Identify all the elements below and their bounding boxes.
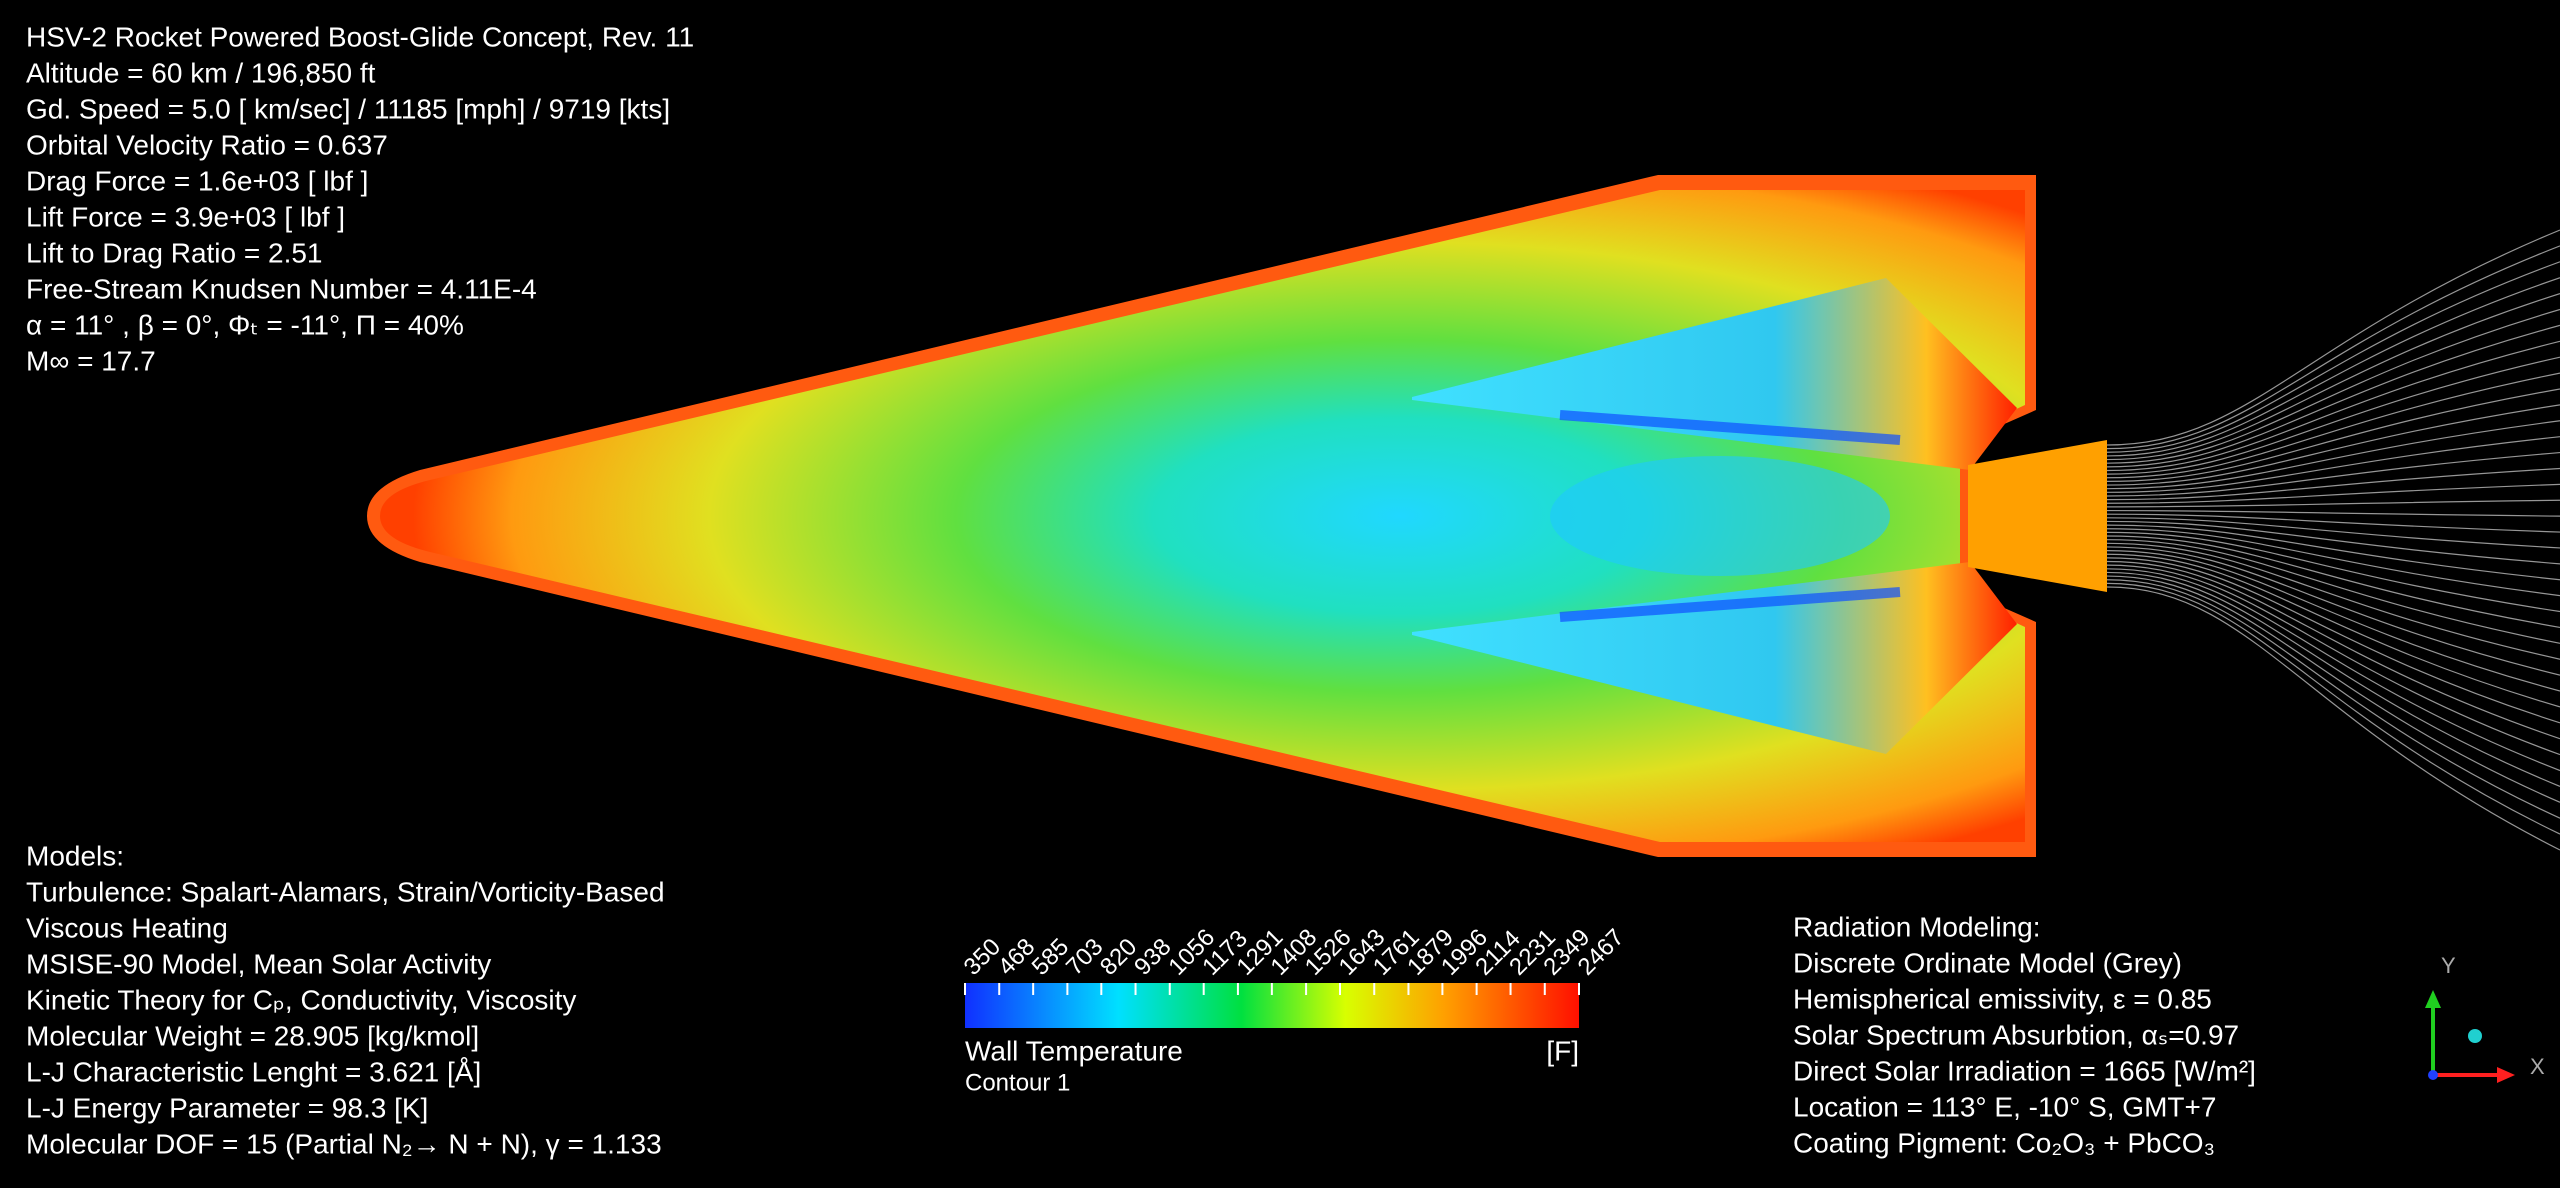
streamline xyxy=(2106,509,2560,517)
streamline xyxy=(2106,582,2560,835)
streamline xyxy=(2106,404,2560,486)
models-line: Kinetic Theory for Cₚ, Conductivity, Vis… xyxy=(26,984,576,1015)
streamline xyxy=(2106,539,2560,644)
radiation-line: Coating Pigment: Co₂O₃ + PbCO₃ xyxy=(1793,1127,2215,1158)
colorbar-subtitle: Contour 1 xyxy=(965,1069,1070,1096)
streamline xyxy=(2106,261,2560,453)
radiation-line: Radiation Modeling: xyxy=(1793,911,2041,942)
header-line: Orbital Velocity Ratio = 0.637 xyxy=(26,129,388,160)
models-line: L-J Characteristic Lenght = 3.621 [Å] xyxy=(26,1056,481,1087)
streamline xyxy=(2106,517,2560,549)
streamline xyxy=(2106,308,2560,464)
y-arrow-head xyxy=(2425,990,2441,1008)
streamline xyxy=(2106,293,2560,461)
streamline xyxy=(2106,528,2560,597)
radiation-line: Location = 113° E, -10° S, GMT+7 xyxy=(1793,1091,2216,1122)
radiation-line: Discrete Ordinate Model (Grey) xyxy=(1793,947,2182,978)
triad-marker xyxy=(2468,1029,2482,1043)
models-line: Molecular Weight = 28.905 [kg/kmol] xyxy=(26,1020,479,1051)
header-line: Free-Stream Knudsen Number = 4.11E-4 xyxy=(26,273,537,304)
streamline xyxy=(2106,542,2560,660)
streamline xyxy=(2106,564,2560,756)
models-line: Turbulence: Spalart-Alamars, Strain/Vort… xyxy=(26,876,665,907)
vehicle xyxy=(367,175,2107,857)
streamline xyxy=(2106,557,2560,724)
colorbar-unit: [F] xyxy=(1546,1035,1579,1066)
streamline xyxy=(2106,553,2560,708)
streamline xyxy=(2106,499,2560,508)
streamline xyxy=(2106,277,2560,457)
colorbar-title: Wall Temperature xyxy=(965,1035,1183,1066)
streamline xyxy=(2106,579,2560,819)
streamline xyxy=(2106,524,2560,581)
models-line: Models: xyxy=(26,840,124,871)
streamline xyxy=(2106,535,2560,629)
streamline xyxy=(2106,420,2560,490)
streamline xyxy=(2106,546,2560,676)
radiation-line: Solar Spectrum Absurbtion, αₛ=0.97 xyxy=(1793,1019,2239,1050)
streamline xyxy=(2106,513,2560,533)
streamline xyxy=(2106,560,2560,740)
header-line: M∞ = 17.7 xyxy=(26,345,156,376)
radiation-line: Direct Solar Irradiation = 1665 [W/m²] xyxy=(1793,1055,2256,1086)
streamline xyxy=(2106,520,2560,565)
streamline xyxy=(2106,531,2560,613)
streamline xyxy=(2106,575,2560,803)
radiation-line: Hemispherical emissivity, ε = 0.85 xyxy=(1793,983,2212,1014)
streamlines xyxy=(2106,229,2560,851)
header-line: Lift to Drag Ratio = 2.51 xyxy=(26,237,323,268)
models-line: Viscous Heating xyxy=(26,912,228,943)
models-line: MSISE-90 Model, Mean Solar Activity xyxy=(26,948,491,979)
header-line: Lift Force = 3.9e+03 [ lbf ] xyxy=(26,201,345,232)
y-axis-label: Y xyxy=(2441,953,2456,978)
streamline xyxy=(2106,467,2560,501)
streamline xyxy=(2106,483,2560,504)
streamline xyxy=(2106,568,2560,772)
streamline xyxy=(2106,245,2560,450)
header-line: Gd. Speed = 5.0 [ km/sec] / 11185 [mph] … xyxy=(26,93,670,124)
axis-triad: Y X xyxy=(2425,953,2545,1083)
streamline xyxy=(2106,324,2560,468)
streamline xyxy=(2106,571,2560,787)
annotations: HSV-2 Rocket Powered Boost-Glide Concept… xyxy=(26,21,2256,1159)
streamline xyxy=(2106,586,2560,851)
streamline xyxy=(2106,340,2560,472)
header-line: HSV-2 Rocket Powered Boost-Glide Concept… xyxy=(26,21,694,52)
header-line: Altitude = 60 km / 196,850 ft xyxy=(26,57,376,88)
x-arrow-head xyxy=(2497,1067,2515,1083)
x-axis-label: X xyxy=(2530,1054,2545,1079)
streamline xyxy=(2106,436,2560,493)
header-line: α = 11° , β = 0°, Φₜ = -11°, Π = 40% xyxy=(26,309,464,340)
colorbar: Wall Temperature [F] Contour 1 350468585… xyxy=(959,924,1630,1096)
models-line: Molecular DOF = 15 (Partial N₂→ N + N), … xyxy=(26,1128,662,1159)
streamline xyxy=(2106,229,2560,446)
z-axis xyxy=(2428,1070,2438,1080)
streamline xyxy=(2106,388,2560,483)
header-line: Drag Force = 1.6e+03 [ lbf ] xyxy=(26,165,368,196)
models-line: L-J Energy Parameter = 98.3 [K] xyxy=(26,1092,428,1123)
streamline xyxy=(2106,372,2560,479)
streamline xyxy=(2106,451,2560,497)
streamline xyxy=(2106,356,2560,475)
streamline xyxy=(2106,549,2560,692)
